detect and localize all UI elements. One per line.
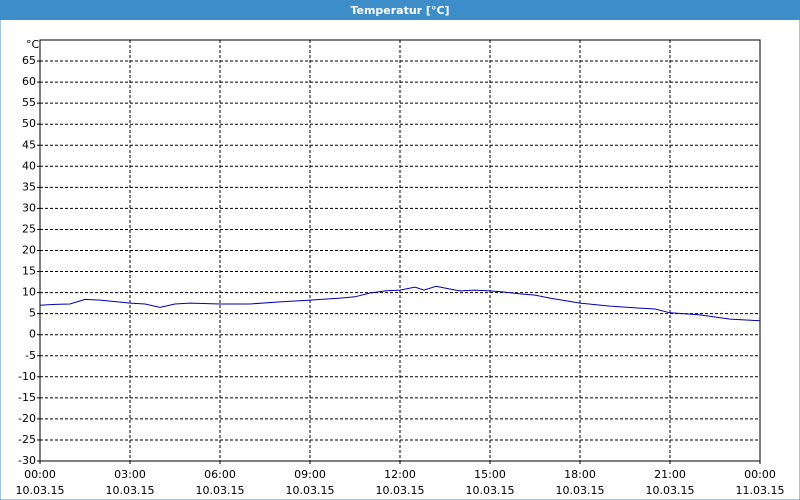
x-tick-date: 10.03.15 (16, 484, 65, 497)
y-tick-label: 55 (22, 96, 36, 109)
plot-frame (39, 39, 761, 462)
y-tick-label: 35 (22, 180, 36, 193)
y-tick-label: -25 (18, 433, 36, 446)
x-tick-date: 10.03.15 (466, 484, 515, 497)
y-tick-label: 60 (22, 75, 36, 88)
x-tick-date: 10.03.15 (376, 484, 425, 497)
y-tick-label: 20 (22, 244, 36, 257)
x-tick-label: 21:00 (654, 468, 686, 481)
x-tick-date: 10.03.15 (196, 484, 245, 497)
y-tick-label: -5 (25, 349, 36, 362)
y-tick-label: 45 (22, 138, 36, 151)
y-tick-label: 5 (29, 307, 36, 320)
x-tick-date: 10.03.15 (556, 484, 605, 497)
y-tick-label: -15 (18, 391, 36, 404)
y-tick-label: -20 (18, 412, 36, 425)
x-tick-date: 11.03.15 (736, 484, 785, 497)
chart-title: Temperatur [°C] (350, 4, 449, 17)
x-tick-date: 10.03.15 (106, 484, 155, 497)
x-tick-date: 10.03.15 (646, 484, 695, 497)
y-tick-label: -30 (18, 454, 36, 467)
y-tick-label: 0 (29, 328, 36, 341)
title-bar (0, 0, 800, 20)
y-tick-label: 10 (22, 286, 36, 299)
y-tick-label: 40 (22, 159, 36, 172)
x-tick-label: 09:00 (294, 468, 326, 481)
x-tick-label: 15:00 (474, 468, 506, 481)
y-unit: °C (26, 38, 40, 51)
x-tick-date: 10.03.15 (286, 484, 335, 497)
y-tick-label: 65 (22, 54, 36, 67)
y-tick-label: 30 (22, 201, 36, 214)
y-tick-label: 50 (22, 117, 36, 130)
x-tick-label: 00:00 (744, 468, 776, 481)
x-tick-label: 12:00 (384, 468, 416, 481)
y-tick-label: 15 (22, 265, 36, 278)
y-tick-label: -10 (18, 370, 36, 383)
x-tick-label: 06:00 (204, 468, 236, 481)
x-tick-label: 03:00 (114, 468, 146, 481)
x-tick-label: 18:00 (564, 468, 596, 481)
x-tick-label: 00:00 (24, 468, 56, 481)
y-tick-label: 25 (22, 222, 36, 235)
data-line (39, 285, 761, 322)
